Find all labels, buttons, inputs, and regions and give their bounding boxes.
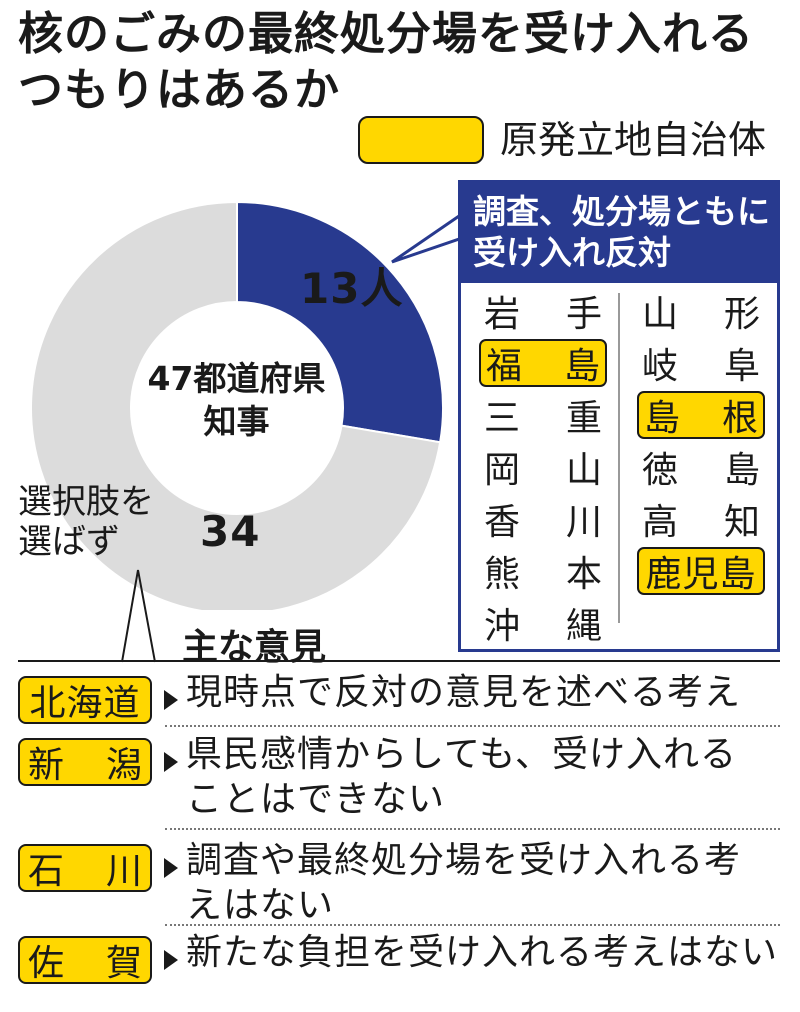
prefecture-char: 香 <box>484 502 521 543</box>
prefecture-char: 岩 <box>484 294 521 335</box>
opinion-text: 調査や最終処分場を受け入れる考 えはない <box>186 838 741 928</box>
prefecture-char: 鹿児島 <box>645 554 757 595</box>
donut-chart <box>30 200 444 610</box>
prefecture-char: 川 <box>565 502 602 543</box>
prefecture-char: 知 <box>723 502 760 543</box>
left-prefecture-0: 岩手 <box>479 287 607 335</box>
no-choice-line-1: 選択肢を <box>18 482 154 522</box>
slice-label-no-choice: 34 <box>200 507 261 556</box>
legend-swatch <box>358 116 484 164</box>
title-line-1: 核のごみの最終処分場を受け入れる <box>18 7 755 60</box>
opinion-text-line: 調査や最終処分場を受け入れる考 <box>186 840 742 881</box>
badge-char: 北海道 <box>29 683 141 724</box>
opinion-text: 新たな負担を受け入れる考えはない <box>186 930 778 984</box>
prefecture-char: 岡 <box>484 450 521 491</box>
dotted-separator <box>165 828 780 830</box>
right-prefecture-4: 高知 <box>637 495 765 543</box>
left-prefecture-5: 熊本 <box>479 547 607 595</box>
prefecture-char: 徳 <box>642 450 679 491</box>
opinion-text: 現時点で反対の意見を述べる考え <box>186 670 741 724</box>
prefecture-char: 縄 <box>565 606 602 647</box>
dotted-separator <box>165 725 780 727</box>
prefecture-char: 福 <box>486 346 523 387</box>
badge-char: 佐 <box>28 943 65 984</box>
prefecture-char: 手 <box>565 294 602 335</box>
opinion-row: 新潟県民感情からしても、受け入れる ことはできない <box>18 732 780 822</box>
legend-label: 原発立地自治体 <box>500 118 767 162</box>
prefecture-char: 島 <box>644 398 681 439</box>
badge-char: 石 <box>28 851 65 892</box>
prefecture-char: 三 <box>484 398 521 439</box>
triangle-bullet-icon <box>164 858 178 878</box>
legend: 原発立地自治体 <box>358 112 766 168</box>
slice-label-opposed: 13人 <box>300 264 404 313</box>
prefecture-char: 岐 <box>642 346 679 387</box>
prefecture-badge: 北海道 <box>18 676 152 724</box>
prefecture-char: 山 <box>642 294 679 335</box>
slice-no-choice <box>30 200 442 610</box>
dotted-separator <box>165 924 780 926</box>
triangle-bullet-icon <box>164 950 178 970</box>
donut-center-label: 47都道府県 知事 <box>134 357 339 443</box>
opinion-text-line: ことはできない <box>186 779 446 820</box>
opinion-row: 石川調査や最終処分場を受け入れる考 えはない <box>18 838 780 928</box>
prefecture-char: 島 <box>563 346 600 387</box>
badge-char: 新 <box>28 745 65 786</box>
badge-char: 潟 <box>105 745 142 786</box>
prefecture-char: 形 <box>723 294 760 335</box>
prefecture-char: 島 <box>723 450 760 491</box>
triangle-bullet-icon <box>164 752 178 772</box>
left-prefecture-1: 福島 <box>479 339 607 387</box>
opinion-row: 北海道 現時点で反対の意見を述べる考え <box>18 670 780 724</box>
right-prefecture-2: 島根 <box>637 391 765 439</box>
badge-char: 川 <box>105 851 142 892</box>
opinions-rule <box>18 660 780 662</box>
left-prefecture-6: 沖縄 <box>479 599 607 647</box>
opinions-heading: 主な意見 <box>182 627 327 668</box>
prefecture-badge: 佐賀 <box>18 936 152 984</box>
right-prefecture-3: 徳島 <box>637 443 765 491</box>
prefecture-badge: 新潟 <box>18 738 152 786</box>
prefecture-char: 熊 <box>484 554 521 595</box>
left-prefecture-2: 三重 <box>479 391 607 439</box>
prefecture-char: 高 <box>642 502 679 543</box>
column-divider <box>618 293 620 623</box>
opposed-heading-line-1: 調査、処分場ともに <box>473 192 770 231</box>
prefecture-char: 山 <box>565 450 602 491</box>
opinion-text-line: えはない <box>186 885 335 926</box>
opposed-heading-line-2: 受け入れ反対 <box>473 233 671 272</box>
left-prefecture-4: 香川 <box>479 495 607 543</box>
no-choice-label: 選択肢を 選ばず <box>18 482 154 562</box>
opinion-text: 県民感情からしても、受け入れる ことはできない <box>186 732 737 822</box>
chart-title: 核のごみの最終処分場を受け入れる つもりはあるか <box>18 6 754 118</box>
right-prefecture-5: 鹿児島 <box>637 547 765 595</box>
opinion-text-line: 新たな負担を受け入れる考えはない <box>186 932 779 973</box>
badge-char: 賀 <box>105 943 142 984</box>
prefecture-char: 沖 <box>484 606 521 647</box>
opposed-box-heading: 調査、処分場ともに 受け入れ反対 <box>461 183 777 283</box>
prefecture-char: 根 <box>721 398 758 439</box>
opinion-text-line: 現時点で反対の意見を述べる考え <box>186 672 742 713</box>
opposed-prefectures-box: 調査、処分場ともに 受け入れ反対 岩手福島三重岡山香川熊本沖縄 山形岐阜島根徳島… <box>458 180 780 652</box>
triangle-bullet-icon <box>164 690 178 710</box>
center-label-line-2: 知事 <box>203 402 270 441</box>
right-prefecture-1: 岐阜 <box>637 339 765 387</box>
left-prefecture-3: 岡山 <box>479 443 607 491</box>
prefecture-char: 重 <box>565 398 602 439</box>
prefecture-char: 本 <box>565 554 602 595</box>
opinion-row: 佐賀新たな負担を受け入れる考えはない <box>18 930 780 984</box>
slice-opposed <box>236 200 444 444</box>
title-line-2: つもりはあるか <box>18 63 341 116</box>
prefecture-badge: 石川 <box>18 844 152 892</box>
no-choice-line-2: 選ばず <box>18 522 120 562</box>
opinion-text-line: 県民感情からしても、受け入れる <box>186 734 738 775</box>
center-label-line-1: 47都道府県 <box>147 359 326 398</box>
prefecture-column-left: 岩手福島三重岡山香川熊本沖縄 <box>479 287 607 651</box>
prefecture-char: 阜 <box>723 346 760 387</box>
prefecture-column-right: 山形岐阜島根徳島高知鹿児島 <box>637 287 765 599</box>
right-prefecture-0: 山形 <box>637 287 765 335</box>
